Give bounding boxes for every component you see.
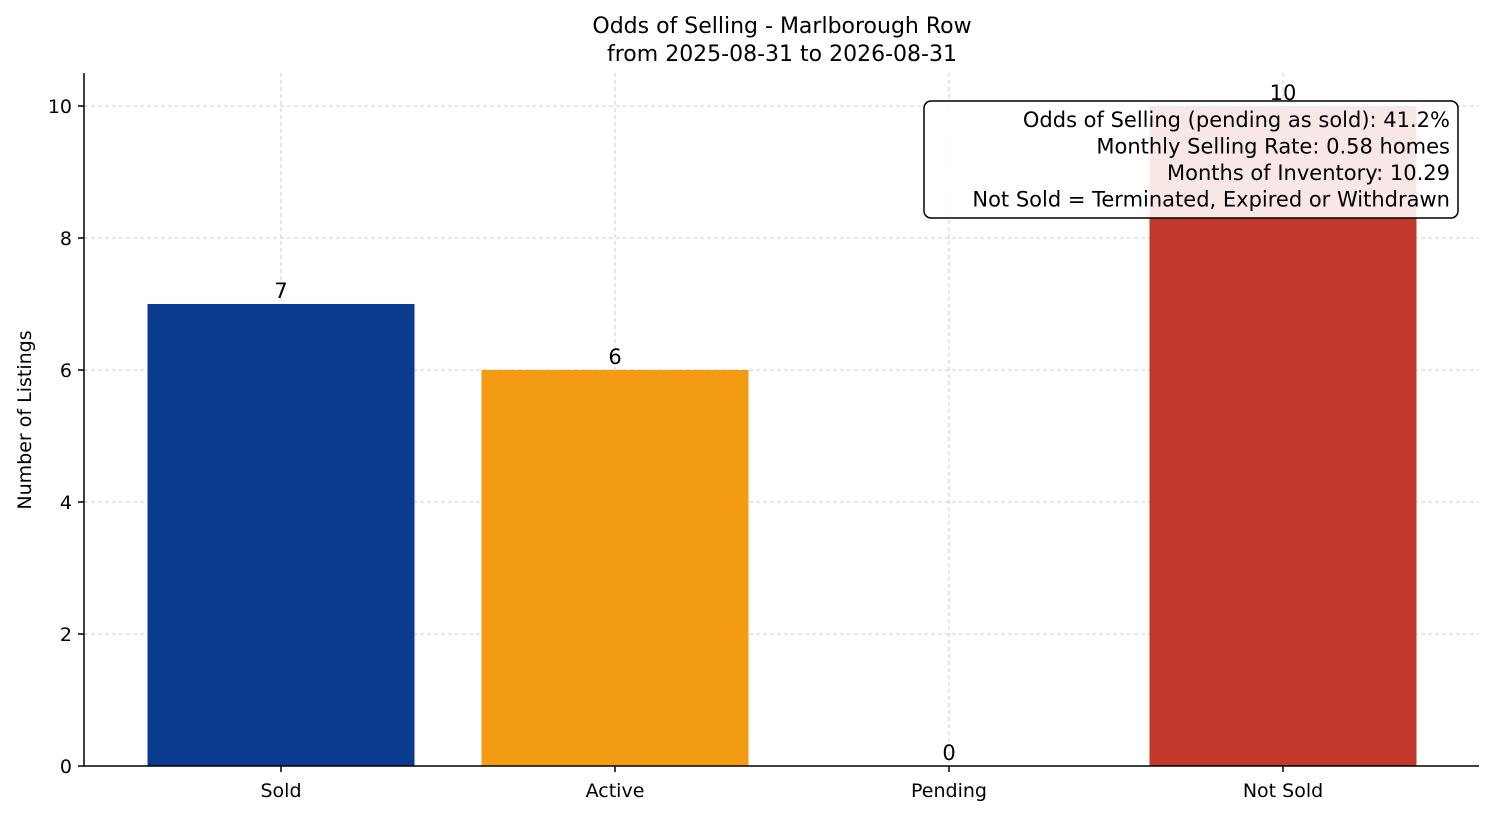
axes — [78, 73, 1479, 772]
y-axis-label: Number of Listings — [14, 330, 36, 509]
bars — [147, 106, 1417, 766]
y-tick-label: 8 — [60, 228, 72, 250]
y-tick-label: 2 — [60, 624, 72, 646]
bar-sold — [147, 304, 415, 766]
y-tick-label: 6 — [60, 360, 72, 382]
annotation-line: Odds of Selling (pending as sold): 41.2% — [1023, 108, 1450, 132]
y-tick-label: 4 — [60, 492, 72, 514]
annotation-line: Monthly Selling Rate: 0.58 homes — [1096, 135, 1450, 159]
x-tick-label: Pending — [911, 780, 987, 802]
x-tick-label: Active — [586, 780, 645, 802]
y-tick-label: 0 — [60, 756, 72, 778]
data-label: 6 — [608, 345, 621, 369]
chart-subtitle: from 2025-08-31 to 2026-08-31 — [607, 42, 957, 67]
data-label: 7 — [274, 279, 287, 303]
x-tick-label: Sold — [260, 780, 301, 802]
annotation-line: Months of Inventory: 10.29 — [1167, 161, 1450, 185]
x-tick-label: Not Sold — [1243, 780, 1323, 802]
annotation-box — [923, 100, 1459, 219]
data-label: 0 — [942, 741, 955, 765]
y-tick-label: 10 — [48, 96, 72, 118]
annotation-line: Not Sold = Terminated, Expired or Withdr… — [972, 188, 1450, 212]
chart-title: Odds of Selling - Marlborough Row — [592, 14, 971, 39]
bar-active — [481, 370, 749, 766]
stats-annotation: Odds of Selling (pending as sold): 41.2%… — [923, 100, 1459, 219]
